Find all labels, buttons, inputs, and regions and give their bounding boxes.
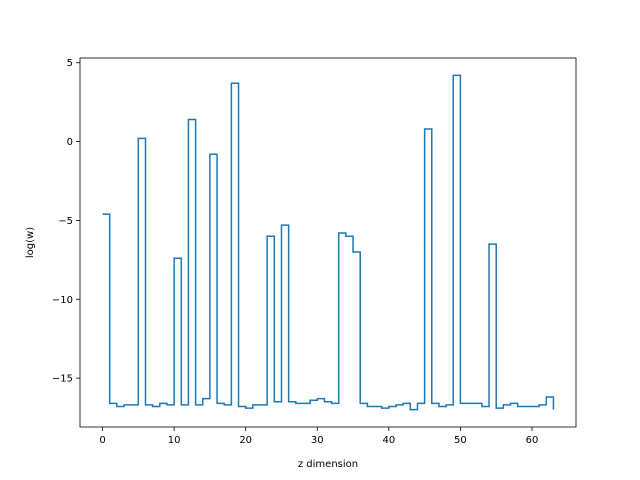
x-tick-label: 20: [239, 435, 252, 446]
x-tick-label: 10: [168, 435, 181, 446]
x-axis-label: z dimension: [298, 459, 358, 470]
x-tick-label: 0: [99, 435, 105, 446]
x-tick-label: 40: [382, 435, 395, 446]
plot-frame: [79, 57, 577, 428]
ticks: 0 10 20 30 40 50 60 −15 −10 −5 0 5: [52, 58, 538, 446]
y-axis-label: log(w): [25, 227, 36, 258]
x-tick-label: 30: [311, 435, 324, 446]
y-tick-label: −10: [52, 295, 73, 306]
series-step-line: [102, 74, 555, 411]
y-tick-label: −15: [52, 374, 73, 385]
x-tick-label: 60: [526, 435, 539, 446]
y-tick-label: 5: [67, 58, 73, 69]
y-tick-label: 0: [67, 137, 73, 148]
y-tick-label: −5: [58, 216, 73, 227]
x-tick-label: 50: [454, 435, 467, 446]
